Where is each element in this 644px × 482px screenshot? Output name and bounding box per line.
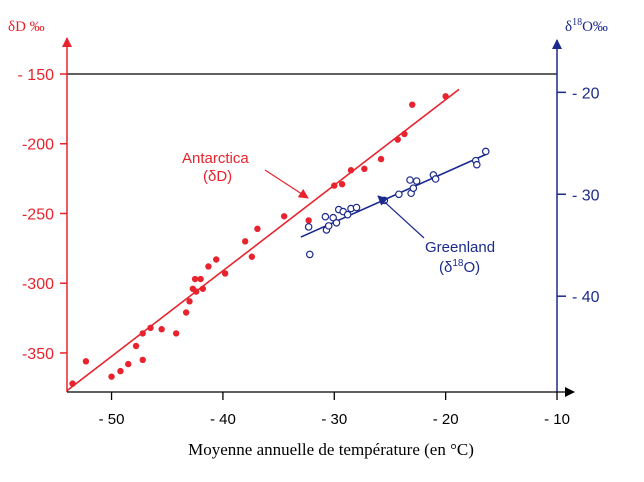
greenland-point xyxy=(321,212,330,221)
antarctica-point xyxy=(182,309,190,316)
left-tick-label: - 150 xyxy=(18,67,55,84)
x-tick-label: - 10 xyxy=(544,411,570,428)
greenland-point xyxy=(473,160,481,169)
antarctica-point xyxy=(192,288,200,295)
greenland-point xyxy=(395,190,403,199)
greenland-arrow xyxy=(377,195,425,239)
antarctica-point xyxy=(147,324,154,332)
antarctica-arrow xyxy=(264,169,309,199)
left-tick-label: -300 xyxy=(22,276,54,293)
right-tick-label: - 30 xyxy=(572,187,600,204)
antarctica-point xyxy=(125,360,132,368)
greenland-point xyxy=(304,223,313,231)
greenland-trend-line xyxy=(300,152,489,238)
antarctica-point xyxy=(409,101,416,108)
antarctica-point xyxy=(280,213,288,220)
antarctica-point xyxy=(197,275,204,283)
greenland-point xyxy=(332,219,341,227)
antarctica-point xyxy=(117,367,124,375)
antarctica-point xyxy=(82,358,90,365)
greenland-point xyxy=(352,203,361,212)
antarctica-point xyxy=(186,298,193,305)
antarctica-point xyxy=(305,217,312,224)
antarctica-point xyxy=(69,380,76,387)
left-axis-title: δD ‰ xyxy=(8,19,45,35)
antarctica-point xyxy=(401,130,408,138)
greenland-point xyxy=(343,210,352,219)
greenland-point xyxy=(412,177,421,185)
greenland-point xyxy=(481,147,490,156)
antarctica-point xyxy=(221,270,229,277)
greenland-point xyxy=(406,176,414,184)
left-tick-label: -200 xyxy=(22,137,54,154)
antarctica-point xyxy=(213,256,220,263)
greenland-point xyxy=(409,184,418,192)
greenland-sublabel: (δ18O) xyxy=(439,258,480,276)
antarctica-point xyxy=(139,330,146,337)
antarctica-point xyxy=(205,263,212,270)
antarctica-point xyxy=(347,167,355,174)
antarctica-point xyxy=(338,180,346,188)
antarctica-point xyxy=(191,275,199,283)
antarctica-point xyxy=(132,342,140,350)
antarctica-point xyxy=(254,225,261,233)
antarctica-point xyxy=(248,253,256,260)
greenland-point xyxy=(324,222,333,230)
x-tick-label: - 20 xyxy=(433,411,459,428)
greenland-point xyxy=(431,175,440,183)
antarctica-point xyxy=(442,93,449,100)
antarctica-point xyxy=(377,155,385,163)
greenland-point xyxy=(305,250,314,259)
greenland-label: Greenland xyxy=(425,239,495,256)
left-tick-label: -350 xyxy=(22,346,54,363)
right-axis-title: δ18O‰ xyxy=(565,17,608,35)
antarctica-point xyxy=(241,238,249,245)
antarctica-point xyxy=(172,330,180,337)
antarctica-point xyxy=(108,373,115,380)
right-tick-label: - 40 xyxy=(572,289,600,306)
antarctica-point xyxy=(139,356,146,364)
antarctica-point xyxy=(394,136,401,143)
antarctica-point xyxy=(361,165,368,173)
antarctica-sublabel: (δD) xyxy=(203,168,232,185)
x-axis-label: Moyenne annuelle de température (en °C) xyxy=(188,440,474,459)
antarctica-point xyxy=(199,285,207,292)
antarctica-label: Antarctica xyxy=(182,150,249,167)
antarctica-point xyxy=(158,326,165,333)
x-tick-label: - 30 xyxy=(321,411,347,428)
antarctica-point xyxy=(331,182,338,189)
x-tick-label: - 40 xyxy=(210,411,236,428)
antarctica-trend-line xyxy=(66,88,460,392)
right-tick-label: - 20 xyxy=(572,85,600,102)
left-tick-label: -250 xyxy=(22,206,54,223)
greenland-point xyxy=(329,213,337,222)
x-tick-label: - 50 xyxy=(99,411,125,428)
